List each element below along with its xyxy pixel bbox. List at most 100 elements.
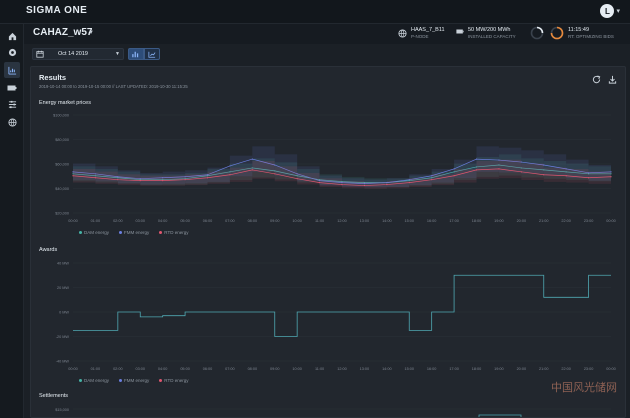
battery-icon[interactable] xyxy=(4,80,20,96)
prices-legend: DAM energy FMM energy RTD energy xyxy=(79,230,188,235)
line-chart-icon xyxy=(148,51,156,58)
capacity-stat: 50 MW/200 MWh INSTALLED CAPACITY xyxy=(456,27,516,40)
chat-icon[interactable] xyxy=(4,44,20,60)
data-point xyxy=(386,183,388,186)
chart-icon[interactable] xyxy=(4,62,20,78)
data-point xyxy=(184,178,186,180)
series-band xyxy=(185,170,208,184)
x-tick-label: 09:00 xyxy=(270,367,280,371)
chevron-down-icon: ▾ xyxy=(616,8,620,15)
series-band xyxy=(95,171,118,184)
series-band xyxy=(252,146,275,172)
data-point xyxy=(251,167,253,169)
data-point xyxy=(72,175,74,177)
data-point xyxy=(610,171,612,173)
data-point xyxy=(94,177,97,179)
series-band xyxy=(431,174,455,186)
series-band xyxy=(454,163,477,181)
data-point xyxy=(72,173,74,175)
awards-legend: DAM energy FMM energy RTD energy xyxy=(79,378,188,383)
data-point xyxy=(318,179,321,181)
results-title: Results xyxy=(39,73,67,82)
context-title[interactable]: CAHAZ_w57 xyxy=(33,27,93,38)
legend-rtd[interactable]: RTD energy xyxy=(159,378,188,383)
data-point xyxy=(274,164,276,166)
series-band xyxy=(498,147,522,173)
legend-dot xyxy=(79,379,82,382)
x-tick-label: 15:00 xyxy=(404,367,414,371)
series-band xyxy=(476,160,499,179)
data-point xyxy=(162,177,164,179)
x-tick-label: 08:00 xyxy=(248,367,258,371)
legend-dam[interactable]: DAM energy xyxy=(79,378,109,383)
context-header: CAHAZ_w57 ▼ HAAS_7_B11 P-NODE 50 MW/200 … xyxy=(24,24,630,44)
x-tick-label: 17:00 xyxy=(449,219,459,223)
series-band xyxy=(521,150,544,174)
awards-chart: 40 MW 20 MW 0 MW -20 MW -40 MW 00:00 01:00 02:0… xyxy=(56,261,616,371)
series-line xyxy=(73,274,611,337)
data-point xyxy=(520,167,522,169)
data-point xyxy=(296,178,298,180)
sidebar xyxy=(0,0,24,418)
x-tick-label: 03:00 xyxy=(135,219,145,223)
x-tick-label: 07:00 xyxy=(225,367,235,371)
data-point xyxy=(94,175,97,177)
globe-icon[interactable] xyxy=(4,114,20,130)
data-point xyxy=(139,178,141,180)
home-icon[interactable] xyxy=(4,28,20,44)
series-band xyxy=(386,178,410,187)
line-view-button[interactable] xyxy=(144,48,160,60)
data-point xyxy=(475,169,478,171)
legend-dot xyxy=(119,231,123,234)
series-band xyxy=(386,180,410,189)
user-menu[interactable]: L ▾ xyxy=(600,4,620,18)
x-tick-label: 05:00 xyxy=(180,219,190,223)
x-tick-label: 06:00 xyxy=(203,367,213,371)
data-point xyxy=(206,174,209,176)
data-point xyxy=(162,179,164,181)
data-point xyxy=(229,165,231,167)
x-tick-label: 06:00 xyxy=(203,219,213,223)
y-tick-label: $60,000 xyxy=(55,162,69,166)
series-band xyxy=(229,163,253,181)
data-point xyxy=(341,183,343,186)
series-band xyxy=(297,172,320,185)
x-tick-label: 13:00 xyxy=(360,367,370,371)
sliders-icon[interactable] xyxy=(4,96,20,112)
data-point xyxy=(543,164,545,166)
series-band xyxy=(566,159,589,179)
series-band xyxy=(588,171,611,184)
date-picker[interactable]: Oct 14 2019 ▼ xyxy=(32,48,124,60)
data-point xyxy=(318,180,321,182)
data-point xyxy=(587,173,590,175)
legend-dot xyxy=(119,379,123,382)
data-point xyxy=(139,180,141,182)
data-point xyxy=(274,170,276,172)
results-subtitle: 2019-10-14 00:00 to 2019-10-15 00:00 // … xyxy=(39,84,188,89)
series-band xyxy=(162,171,186,184)
legend-dot xyxy=(159,231,163,234)
legend-dam-label: DAM energy xyxy=(84,230,110,235)
legend-fmm[interactable]: FMM energy xyxy=(119,378,149,383)
x-tick-label: 01:00 xyxy=(91,219,101,223)
refresh-icon[interactable] xyxy=(592,75,601,84)
legend-dam[interactable]: DAM energy xyxy=(79,230,109,235)
series-band xyxy=(386,178,410,187)
x-tick-label: 02:00 xyxy=(113,367,123,371)
download-icon[interactable] xyxy=(608,75,617,84)
data-point xyxy=(520,161,522,163)
x-tick-label: 13:00 xyxy=(360,219,370,223)
legend-fmm-label: FMM energy xyxy=(124,378,150,383)
data-point xyxy=(251,158,253,160)
data-point xyxy=(453,168,455,170)
data-point xyxy=(565,175,567,177)
series-band xyxy=(342,180,365,189)
legend-rtd[interactable]: RTD energy xyxy=(159,230,188,235)
x-tick-label: 10:00 xyxy=(292,219,302,223)
avatar[interactable]: L xyxy=(600,4,615,18)
x-tick-label: 04:00 xyxy=(158,367,168,371)
series-band xyxy=(409,175,432,186)
legend-fmm[interactable]: FMM energy xyxy=(119,230,149,235)
bar-view-button[interactable] xyxy=(128,48,144,60)
chevron-down-icon[interactable]: ▼ xyxy=(88,30,94,36)
